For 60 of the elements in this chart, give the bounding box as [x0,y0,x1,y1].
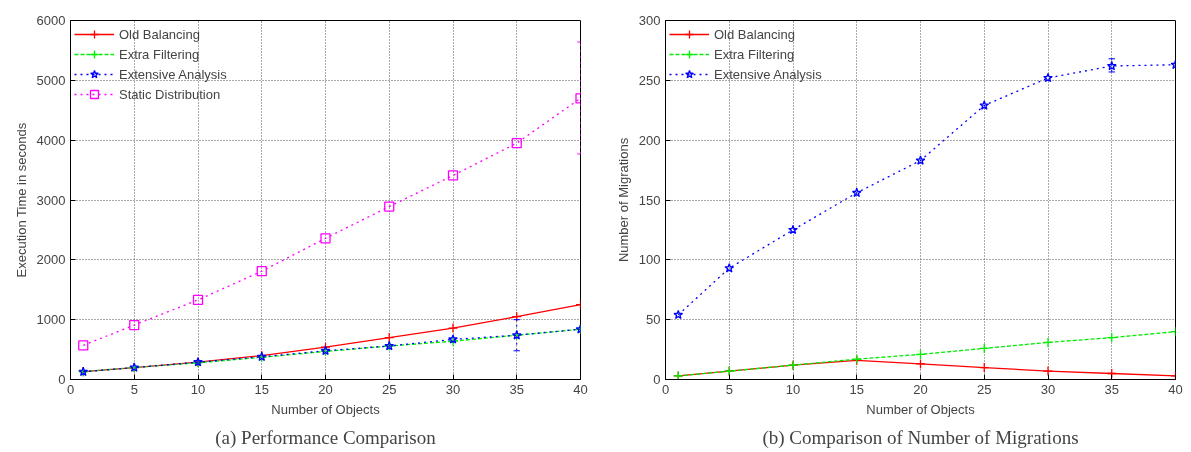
x-tick-label: 35 [509,381,524,397]
y-axis-title: Number of Migrations [615,137,631,263]
legend-label: Extensive Analysis [714,66,822,82]
y-tick-label: 100 [638,252,661,268]
x-tick-label: 25 [977,381,992,397]
x-tick-label: 20 [318,381,333,397]
text: (b) Comparison of Number of Migrations [762,426,1079,449]
point [1042,365,1054,377]
point [1043,72,1053,83]
point [673,309,684,320]
point [511,138,522,149]
y-tick-label: 2000 [36,252,66,268]
y-axis-title: Execution Time in seconds [13,122,29,278]
x-axis-title: Number of Objects [866,401,976,417]
y-tick-label: 1000 [36,312,66,328]
x-tick-label: 5 [130,381,138,397]
legend-label: Old Balancing [119,26,200,42]
x-tick-label: 30 [1040,381,1056,397]
point [915,358,926,370]
x-tick-label: 25 [382,381,397,397]
x-tick-label: 20 [913,381,928,397]
point [724,263,735,273]
point [1042,337,1054,348]
y-tick-label: 150 [638,192,661,208]
point [384,201,395,212]
y-tick-label: 300 [638,13,661,28]
x-axis-title: Number of Objects [271,401,381,417]
point [979,100,990,110]
y-tick-label: 250 [638,72,661,88]
x-tick-label: 5 [725,381,733,397]
legend-label: Static Distribution [119,86,221,102]
point [192,294,204,306]
x-tick-label: 35 [1104,381,1119,397]
x-tick-label: 15 [254,381,269,397]
x-tick-label: 15 [849,381,864,397]
y-tick-label: 3000 [36,192,66,208]
y-tick-label: 5000 [36,72,66,88]
x-tick-label: 10 [190,381,206,397]
point [129,319,140,331]
point [256,266,267,277]
text: (a) Performance Comparison [215,426,437,449]
legend-label: Extensive Analysis [119,66,227,82]
point [447,322,459,334]
x-tick-label: 10 [785,381,801,397]
y-tick-label: 4000 [36,132,66,148]
point [851,187,862,198]
legend-label: Extra Filtering [119,46,200,62]
y-tick-label: 200 [638,132,661,148]
x-tick-label: 40 [573,381,588,397]
point [78,340,89,351]
legend-label: Old Balancing [714,26,795,42]
y-tick-label: 6000 [36,13,66,28]
x-tick-label: 40 [1168,381,1183,397]
point [447,170,459,181]
x-tick-label: 30 [445,381,461,397]
y-tick-label: 50 [646,312,661,328]
point [788,224,798,235]
point [915,155,926,165]
point [320,233,331,244]
legend-label: Extra Filtering [714,46,795,62]
